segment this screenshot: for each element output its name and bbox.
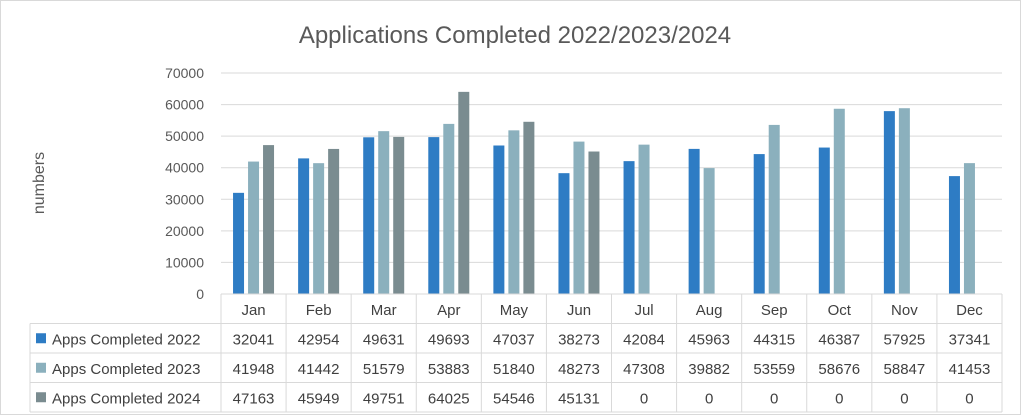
data-table-cell: 37341 [949, 331, 991, 348]
bar-1-aug [688, 148, 700, 294]
legend-key [36, 333, 46, 344]
data-table-cell: 49631 [363, 331, 405, 348]
data-table-cell: 41442 [298, 361, 340, 378]
y-axis-label: numbers [31, 152, 48, 214]
bar-3-may [523, 121, 535, 294]
data-table-cell: 57925 [884, 331, 926, 348]
data-table-cell: 0 [835, 390, 843, 407]
data-table-cell: 42954 [298, 331, 340, 348]
y-tick-label: 40000 [165, 160, 204, 176]
x-tick-label: Dec [956, 302, 983, 319]
y-tick-label: 60000 [165, 97, 204, 113]
x-tick-label: May [500, 302, 529, 319]
data-table-cell: 53559 [753, 361, 795, 378]
bar-2-nov [898, 108, 910, 295]
bar-1-may [493, 145, 505, 294]
bar-2-jan [248, 161, 260, 294]
data-table-cell: 41948 [233, 361, 275, 378]
legend-label: Apps Completed 2024 [52, 390, 200, 407]
y-tick-label: 0 [196, 286, 204, 302]
bar-2-sep [768, 124, 780, 294]
data-table-cell: 0 [770, 390, 778, 407]
bar-1-apr [428, 137, 440, 294]
x-tick-label: Jun [567, 302, 591, 319]
bar-3-jan [263, 145, 275, 294]
legend-key [36, 392, 46, 403]
bar-2-feb [313, 163, 325, 294]
data-table-cell: 49693 [428, 331, 470, 348]
data-table-cell: 47163 [233, 390, 275, 407]
data-table-cell: 38273 [558, 331, 600, 348]
data-table-cell: 51579 [363, 361, 405, 378]
x-tick-label: Jan [241, 302, 265, 319]
bar-1-mar [363, 137, 375, 294]
data-table-cell: 51840 [493, 361, 535, 378]
data-table-cell: 0 [705, 390, 713, 407]
data-table-cell: 0 [900, 390, 908, 407]
bar-2-aug [703, 168, 715, 294]
y-tick-label: 10000 [165, 254, 204, 270]
bar-3-apr [458, 91, 470, 295]
data-table-cell: 39882 [688, 361, 730, 378]
bar-3-feb [328, 148, 340, 294]
x-tick-label: Aug [696, 302, 723, 319]
data-table: Jan Feb Mar Apr May Jun Jul Aug Sep Oct Nov Dec Apps… [29, 293, 1003, 413]
bar-2-apr [443, 123, 455, 295]
data-table-cell: 58847 [884, 361, 926, 378]
bar-1-sep [753, 154, 765, 294]
bar-2-jul [638, 144, 650, 294]
data-table-cell: 45131 [558, 390, 600, 407]
x-tick-label: Mar [371, 302, 397, 319]
bar-1-jul [623, 161, 635, 294]
bar-3-jun [588, 151, 600, 294]
data-table-cell: 0 [965, 390, 973, 407]
data-table-cell: 47037 [493, 331, 535, 348]
x-tick-label: Feb [306, 302, 332, 319]
y-tick-label: 30000 [165, 191, 204, 207]
bar-1-dec [948, 176, 960, 294]
legend-label: Apps Completed 2023 [52, 361, 200, 378]
y-tick-labels: 0 10000 20000 30000 40000 50000 60000 70000 [165, 65, 204, 302]
data-table-cell: 47308 [623, 361, 665, 378]
bar-3-mar [393, 136, 405, 294]
data-table-cell: 49751 [363, 390, 405, 407]
bar-2-jun [573, 141, 585, 294]
bar-2-oct [833, 108, 845, 294]
x-tick-label: Oct [828, 302, 852, 319]
bar-1-jan [233, 192, 245, 294]
bar-2-mar [378, 131, 390, 294]
bar-1-nov [883, 111, 895, 294]
data-table-cell: 42084 [623, 331, 665, 348]
data-table-cell: 58676 [818, 361, 860, 378]
legend-key [36, 362, 46, 373]
x-tick-label: Sep [761, 302, 788, 319]
data-table-cell: 45949 [298, 390, 340, 407]
data-table-cell: 32041 [233, 331, 275, 348]
x-tick-label: Jul [634, 302, 653, 319]
bar-1-feb [298, 158, 310, 294]
bar-1-oct [818, 147, 830, 294]
x-tick-label: Nov [891, 302, 918, 319]
legend-label: Apps Completed 2022 [52, 331, 200, 348]
data-table-cell: 0 [640, 390, 648, 407]
data-table-cell: 64025 [428, 390, 470, 407]
bars [233, 91, 975, 295]
bar-2-may [508, 130, 520, 294]
bar-2-dec [963, 163, 975, 294]
y-tick-label: 70000 [165, 65, 204, 81]
x-tick-label: Apr [437, 302, 460, 319]
y-tick-label: 50000 [165, 128, 204, 144]
data-table-cell: 44315 [753, 331, 795, 348]
y-tick-label: 20000 [165, 223, 204, 239]
chart-title: Applications Completed 2022/2023/2024 [299, 22, 731, 49]
data-table-cell: 46387 [818, 331, 860, 348]
data-table-cell: 48273 [558, 361, 600, 378]
data-table-cell: 45963 [688, 331, 730, 348]
bar-1-jun [558, 173, 570, 294]
data-table-cell: 41453 [949, 361, 991, 378]
data-table-cell: 54546 [493, 390, 535, 407]
data-table-cell: 53883 [428, 361, 470, 378]
